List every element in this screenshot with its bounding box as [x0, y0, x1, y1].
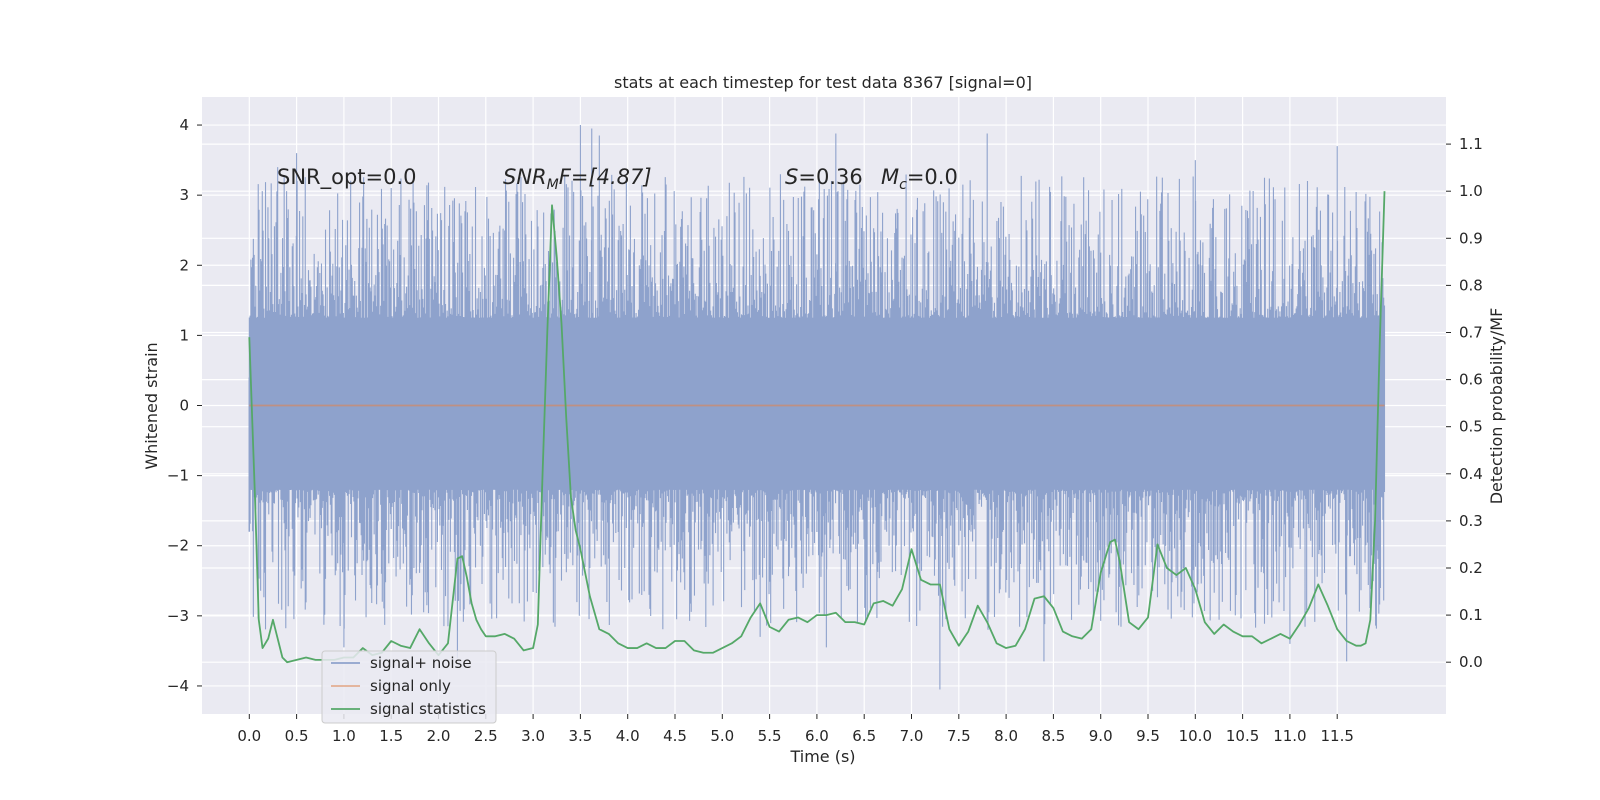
- x-tick-label: 7.5: [947, 727, 971, 745]
- annotation-snr-mf-base: SNR: [503, 165, 547, 189]
- annotation-s: S=0.36: [785, 165, 863, 189]
- y2-tick-label: 0.4: [1459, 465, 1483, 483]
- x-tick-label: 1.5: [379, 727, 403, 745]
- x-tick-label: 0.5: [285, 727, 309, 745]
- y2-tick-label: 0.1: [1459, 606, 1483, 624]
- x-tick-label: 10.5: [1226, 727, 1259, 745]
- y-tick-label: −2: [167, 537, 189, 555]
- y2-tick-label: 0.0: [1459, 653, 1483, 671]
- legend-label-signal-noise: signal+ noise: [370, 654, 472, 672]
- y2-tick-label: 1.1: [1459, 135, 1483, 153]
- legend-box: [321, 650, 497, 724]
- y2-tick-label: 0.7: [1459, 323, 1483, 341]
- y2-tick-label: 0.3: [1459, 512, 1483, 530]
- y2-tick-label: 1.0: [1459, 182, 1483, 200]
- legend-label-signal-statistics: signal statistics: [370, 700, 486, 718]
- x-tick-label: 4.5: [663, 727, 687, 745]
- y-tick-label: 4: [179, 116, 189, 134]
- y2-axis-label: Detection probability/MF: [1487, 308, 1506, 505]
- x-tick-label: 8.5: [1041, 727, 1065, 745]
- annotation-mc-sub: c: [899, 177, 907, 193]
- y-tick-label: 3: [179, 186, 189, 204]
- x-tick-label: 8.0: [994, 727, 1018, 745]
- x-tick-label: 10.0: [1179, 727, 1212, 745]
- signal-statistics-line: [248, 191, 1386, 664]
- annotation-mc-base: M: [881, 165, 899, 189]
- x-tick-label: 0.0: [237, 727, 261, 745]
- x-tick-label: 3.0: [521, 727, 545, 745]
- y-tick-label: −1: [167, 467, 189, 485]
- annotation-mc-value: =0.0: [907, 165, 958, 189]
- annotation-snr-mf-sub: M: [547, 177, 559, 193]
- x-tick-label: 11.5: [1321, 727, 1354, 745]
- x-tick-label: 11.0: [1273, 727, 1306, 745]
- legend-label-signal-only: signal only: [370, 677, 451, 695]
- y-tick-label: −3: [167, 607, 189, 625]
- annotation-snr-opt: SNR_opt=0.0: [277, 165, 417, 190]
- x-axis-label: Time (s): [789, 747, 855, 766]
- y-tick-label: 2: [179, 256, 189, 274]
- x-tick-label: 5.5: [758, 727, 782, 745]
- x-tick-label: 9.5: [1136, 727, 1160, 745]
- chart-title: stats at each timestep for test data 836…: [614, 73, 1032, 92]
- annotation-s-label: S: [785, 165, 798, 189]
- y-tick-label: −4: [167, 677, 189, 695]
- y2-tick-label: 0.8: [1459, 276, 1483, 294]
- legend: signal+ noise signal only signal statist…: [321, 650, 497, 724]
- x-tick-label: 7.0: [900, 727, 924, 745]
- annotation-snr-mf-rest: F=[4.87]: [559, 165, 652, 189]
- x-tick-label: 3.5: [568, 727, 592, 745]
- y2-tick-label: 0.9: [1459, 229, 1483, 247]
- x-tick-label: 4.0: [616, 727, 640, 745]
- y2-tick-label: 0.5: [1459, 418, 1483, 436]
- annotation-mc: Mc=0.0: [881, 165, 958, 193]
- axis-ticks: 0.0 0.5 1.0 1.5 2.0 2.5 3.0 3.5 4.0 4.5 5.0 5.5 6.0 6…: [167, 116, 1483, 745]
- plot-series: [248, 125, 1386, 690]
- annotation-s-value: =0.36: [798, 165, 862, 189]
- x-tick-label: 6.5: [852, 727, 876, 745]
- x-tick-label: 2.0: [427, 727, 451, 745]
- x-tick-label: 2.5: [474, 727, 498, 745]
- y-tick-label: 0: [179, 397, 189, 415]
- x-tick-label: 9.0: [1089, 727, 1113, 745]
- y2-tick-label: 0.2: [1459, 559, 1483, 577]
- y2-tick-label: 0.6: [1459, 371, 1483, 389]
- x-tick-label: 5.0: [710, 727, 734, 745]
- y-tick-label: 1: [179, 326, 189, 344]
- y-axis-label: Whitened strain: [142, 342, 161, 469]
- x-tick-label: 1.0: [332, 727, 356, 745]
- x-tick-label: 6.0: [805, 727, 829, 745]
- annotation-snr-mf: SNRMF=[4.87]: [503, 165, 652, 193]
